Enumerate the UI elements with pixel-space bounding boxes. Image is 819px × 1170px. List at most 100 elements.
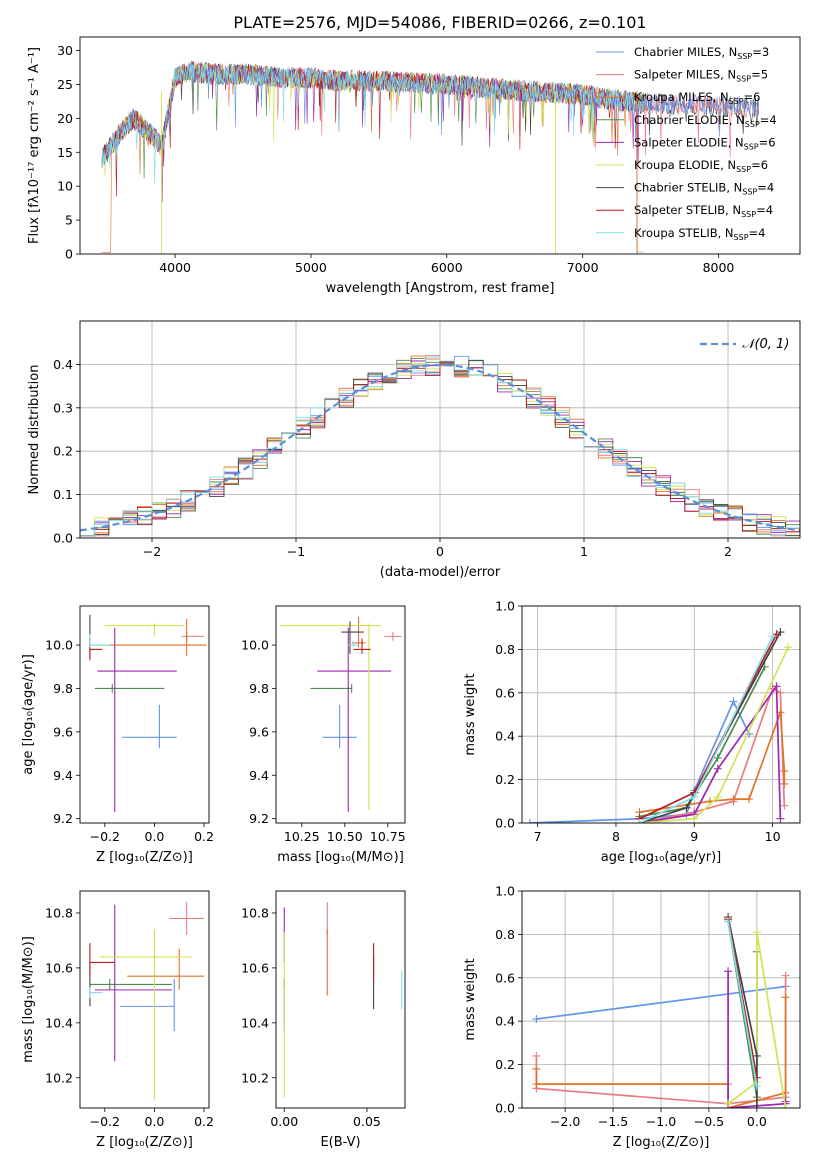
axes-frame (79, 320, 801, 539)
y-tick-label: 10.2 (45, 1070, 73, 1085)
panels: 4000 5000 6000 7000 8000051015202530waveleng… (21, 36, 801, 1150)
weight-marker (713, 764, 722, 773)
weight-marker (690, 792, 699, 801)
axes-frame (521, 605, 801, 824)
legend-entry: Chabrier MILES, NSSP=3 (634, 45, 769, 61)
x-tick-label: 7 (534, 829, 542, 844)
y-tick-label: 0 (65, 247, 73, 262)
x-tick-label: 0.2 (194, 1114, 214, 1129)
x-tick-label: 7000 (567, 260, 599, 275)
panel-age-vs-mass: 10.25 10.50 10.75 9.2 9.4 9.6 9.8 10.0 mass [log… (241, 605, 406, 865)
y-tick-label: 0.8 (495, 927, 515, 942)
y-axis-label: age [log₁₀(age/yr)] (21, 654, 36, 775)
x-axis-label: wavelength [Angstrom, rest frame] (326, 281, 555, 296)
weight-marker (724, 917, 733, 926)
x-tick-label: 0.0 (144, 1114, 164, 1129)
panel-age-vs-Z: −0.2 0.0 0.2 9.2 9.4 9.6 9.8 10.0 Z [log₁₀(Z/Z⊙)… (21, 605, 214, 865)
axes-frame (79, 36, 801, 255)
y-tick-label: 1.0 (495, 599, 515, 614)
weight-marker (752, 1051, 761, 1060)
weight-marker (729, 795, 738, 804)
x-axis-label: Z [log₁₀(Z/Z⊙)] (96, 1135, 193, 1150)
panel-residuals: −2 −1 0 1 2 0.0 0.1 0.2 0.3 0.4 (data-model)/error… (27, 320, 801, 580)
x-tick-label: −1 (287, 544, 305, 559)
plot-area (532, 913, 790, 1108)
weight-marker (776, 628, 785, 637)
x-tick-label: −0.5 (694, 1114, 724, 1129)
weight-marker (532, 1051, 541, 1060)
plot-area (525, 628, 793, 823)
legend-entry: Kroupa MILES, NSSP=6 (634, 90, 760, 106)
spectrum-line-9 (101, 62, 645, 184)
y-tick-label: 1.0 (495, 884, 515, 899)
y-tick-label: 0.1 (53, 487, 73, 502)
plot-area (279, 616, 402, 813)
x-tick-label: 1 (580, 544, 588, 559)
weight-line-1 (529, 699, 750, 823)
weight-marker (776, 814, 785, 823)
x-axis-label: Z [log₁₀(Z/Z⊙)] (613, 1135, 710, 1150)
figure-title: PLATE=2576, MJD=54086, FIBERID=0266, z=0… (233, 13, 646, 32)
weight-marker (752, 1073, 761, 1082)
axes-frame (79, 605, 210, 824)
y-tick-label: 9.2 (249, 811, 269, 826)
axes-frame (79, 890, 210, 1109)
x-tick-label: 10 (765, 829, 781, 844)
y-tick-label: 9.2 (53, 811, 73, 826)
y-tick-label: 0.6 (495, 970, 515, 985)
weight-marker (724, 1099, 733, 1108)
x-tick-label: 10.50 (327, 829, 363, 844)
x-tick-label: 8000 (703, 260, 735, 275)
weight-marker (784, 643, 793, 652)
gaussian-legend-label: 𝒩(0, 1) (742, 337, 789, 352)
weight-line-9 (639, 636, 774, 823)
weight-marker (780, 801, 789, 810)
weight-marker (635, 819, 644, 823)
x-tick-label: 0.05 (353, 1114, 381, 1129)
y-tick-label: 0.0 (495, 816, 515, 831)
x-tick-label: −0.2 (90, 829, 120, 844)
weight-marker (780, 766, 789, 775)
y-tick-label: 10.6 (45, 960, 73, 975)
y-axis-label: Flux [fλ10⁻¹⁷ erg cm⁻² s⁻¹ A⁻¹] (27, 47, 42, 244)
weight-marker (772, 630, 781, 639)
y-tick-label: 0.4 (495, 1014, 515, 1029)
weight-marker (752, 1082, 761, 1091)
x-tick-label: 2 (724, 544, 732, 559)
y-tick-label: 10.8 (45, 905, 73, 920)
y-tick-label: 5 (65, 213, 73, 228)
y-tick-label: 0.2 (53, 444, 73, 459)
x-tick-label: 0 (436, 544, 444, 559)
y-tick-label: 10.8 (241, 905, 269, 920)
gaussian-curve (80, 363, 800, 532)
x-tick-label: 6000 (431, 260, 463, 275)
weight-marker (682, 803, 691, 812)
y-tick-label: 9.6 (53, 724, 73, 739)
panel-spectrum: 4000 5000 6000 7000 8000 0 5 10 15 20 25 30 waveleng… (27, 36, 801, 296)
weight-marker (525, 819, 534, 823)
weight-marker (532, 1015, 541, 1024)
y-axis-label: Normed distribution (27, 365, 42, 495)
y-tick-label: 0.0 (53, 531, 73, 546)
weight-marker (781, 1104, 790, 1108)
plot-area (101, 60, 759, 254)
legend: Chabrier MILES, NSSP=3 Salpeter MILES, NS… (596, 45, 777, 242)
x-axis-label: Z [log₁₀(Z/Z⊙)] (96, 850, 193, 865)
weight-marker (781, 993, 790, 1002)
y-tick-label: 9.8 (249, 681, 269, 696)
x-tick-label: 10.75 (370, 829, 406, 844)
y-tick-label: 0.0 (495, 1101, 515, 1116)
legend-entry: Salpeter MILES, NSSP=5 (634, 68, 768, 84)
legend-entry: Kroupa STELIB, NSSP=4 (634, 226, 765, 242)
weight-marker (713, 753, 722, 762)
y-tick-label: 15 (57, 145, 73, 160)
axes-frame (521, 890, 801, 1109)
panel-weight-vs-age: 7 8 9 10 0.0 0.2 0.4 0.6 0.8 1.0 age [log₁₀(age/yr… (463, 599, 801, 865)
panel-mass-vs-EBV: 0.00 0.05 10.2 10.4 10.6 10.8 E(B-V) (241, 890, 406, 1150)
y-tick-label: 10.4 (45, 1015, 73, 1030)
y-tick-label: 9.4 (249, 768, 269, 783)
x-tick-label: 8 (612, 829, 620, 844)
legend-entry: Chabrier ELODIE, NSSP=4 (634, 113, 777, 129)
y-tick-label: 9.8 (53, 681, 73, 696)
spectrum-line-7 (101, 60, 759, 169)
